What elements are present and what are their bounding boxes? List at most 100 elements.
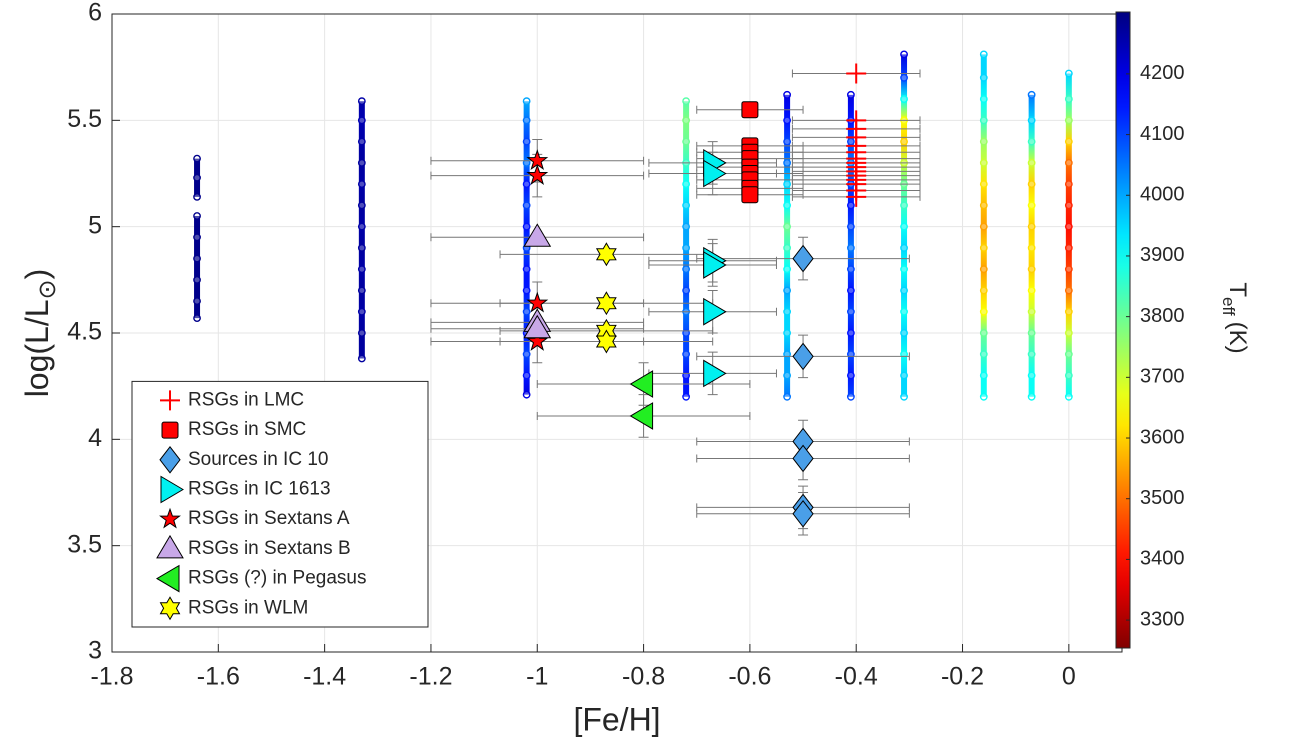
model-point [979, 307, 988, 316]
model-point [357, 158, 366, 167]
model-point [783, 244, 792, 252]
model-point [522, 97, 531, 106]
model-point [1027, 158, 1036, 167]
legend-marker [156, 534, 184, 559]
marker [703, 251, 727, 279]
colorbar [1115, 11, 1131, 649]
model-point [1064, 116, 1073, 125]
model-point [979, 371, 988, 380]
model-point [979, 73, 988, 82]
model-point [193, 154, 201, 163]
model-point [900, 371, 908, 380]
model-point [1027, 116, 1036, 125]
model-point [1064, 286, 1073, 295]
marker [703, 359, 727, 388]
model-point [846, 201, 855, 210]
model-point [682, 222, 691, 231]
x-tick-label: -0.2 [941, 663, 984, 691]
model-point [357, 137, 366, 146]
model-point [979, 244, 988, 252]
legend-label: RSGs in LMC [188, 389, 304, 410]
model-point [1027, 307, 1036, 316]
model-point [1027, 180, 1036, 189]
model-point [900, 222, 908, 231]
model-point [979, 329, 988, 337]
model-point [900, 73, 908, 82]
x-axis-label: [Fe/H] [573, 701, 660, 737]
legend-label: RSGs in Sextans A [188, 508, 350, 529]
colorbar-subscript: eff [1219, 297, 1238, 316]
model-point [979, 50, 988, 59]
legend-marker [160, 390, 180, 411]
model-point [1064, 201, 1073, 210]
model-point [900, 95, 908, 103]
legend-marker [161, 421, 179, 439]
model-point [682, 244, 691, 252]
model-point [783, 265, 792, 274]
legend-label: RSGs (?) in Pegasus [188, 568, 366, 589]
legend-label: RSGs in IC 1613 [188, 479, 331, 500]
model-point [522, 180, 531, 189]
model-point [357, 116, 366, 125]
marker [792, 342, 814, 371]
model-point [193, 173, 201, 182]
model-point [783, 201, 792, 210]
marker [595, 291, 617, 316]
model-point [783, 222, 792, 231]
model-point [522, 390, 531, 399]
colorbar-tick-label: 3900 [1140, 244, 1185, 266]
model-point [783, 90, 792, 99]
model-point [1064, 95, 1073, 103]
model-point [1064, 371, 1073, 380]
model-point [783, 371, 792, 380]
model-point [357, 180, 366, 189]
model-point [900, 265, 908, 274]
model-point [682, 392, 691, 401]
colorbar-tick-label: 3500 [1140, 487, 1185, 509]
marker [629, 402, 654, 430]
model-point [979, 95, 988, 103]
model-point [682, 97, 691, 106]
y-tick-label: 4 [88, 424, 102, 452]
colorbar-tick-label: 3800 [1140, 305, 1185, 327]
model-point [522, 201, 531, 210]
legend-marker [159, 507, 181, 529]
x-tick-label: -0.4 [835, 663, 878, 691]
y-tick-label: 6 [88, 0, 102, 27]
model-point [846, 371, 855, 380]
model-point [522, 371, 531, 380]
model-point [682, 286, 691, 295]
marker [846, 63, 867, 84]
marker [741, 101, 759, 119]
model-point [783, 158, 792, 167]
marker [703, 297, 727, 326]
model-point [979, 116, 988, 125]
model-point [846, 222, 855, 231]
model-point [193, 297, 201, 305]
marker [526, 329, 549, 351]
model-point [193, 233, 201, 242]
model-point [1064, 180, 1073, 189]
model-point [900, 286, 908, 295]
marker [741, 186, 759, 204]
x-tick-label: -1.2 [409, 663, 452, 691]
model-point [193, 254, 201, 263]
marker [526, 291, 549, 313]
model-point [900, 392, 908, 401]
marker [703, 159, 727, 188]
y-tick-label: 3 [88, 637, 102, 665]
model-point [846, 307, 855, 316]
model-point [1064, 265, 1073, 274]
model-point [846, 286, 855, 295]
model-point [522, 307, 531, 316]
y-label-subscript: ⊙ [34, 279, 61, 299]
marker [595, 329, 617, 354]
model-point [979, 201, 988, 210]
model-point [846, 137, 855, 146]
model-point [522, 158, 531, 167]
model-point [846, 265, 855, 274]
model-point [900, 329, 908, 337]
model-point [979, 158, 988, 167]
model-point [1027, 137, 1036, 146]
